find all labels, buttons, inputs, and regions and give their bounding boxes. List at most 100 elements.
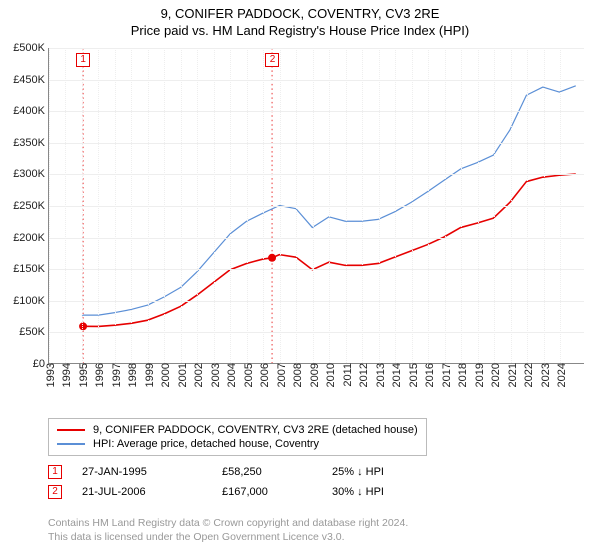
transactions-table: 1 27-JAN-1995 £58,250 25% ↓ HPI 2 21-JUL… [48, 462, 452, 502]
gridline-h [49, 174, 584, 175]
gridline-v [494, 48, 495, 363]
legend-label-property: 9, CONIFER PADDOCK, COVENTRY, CV3 2RE (d… [93, 424, 418, 436]
gridline-v [428, 48, 429, 363]
y-axis-label: £350K [13, 137, 49, 149]
gridline-v [164, 48, 165, 363]
gridline-v [82, 48, 83, 363]
gridline-v [115, 48, 116, 363]
x-axis-label: 2019 [470, 363, 486, 387]
footer-attribution: Contains HM Land Registry data © Crown c… [48, 516, 408, 544]
y-axis-label: £400K [13, 105, 49, 117]
x-axis-label: 2023 [536, 363, 552, 387]
x-axis-label: 2017 [437, 363, 453, 387]
transaction-row-2: 2 21-JUL-2006 £167,000 30% ↓ HPI [48, 482, 452, 502]
x-axis-label: 2006 [255, 363, 271, 387]
gridline-h [49, 238, 584, 239]
x-axis-label: 2024 [552, 363, 568, 387]
gridline-h [49, 301, 584, 302]
gridline-v [478, 48, 479, 363]
gridline-h [49, 111, 584, 112]
gridline-v [329, 48, 330, 363]
gridline-v [346, 48, 347, 363]
transaction-row-1: 1 27-JAN-1995 £58,250 25% ↓ HPI [48, 462, 452, 482]
x-axis-label: 1993 [41, 363, 57, 387]
x-axis-label: 2021 [503, 363, 519, 387]
x-axis-label: 2015 [404, 363, 420, 387]
gridline-v [395, 48, 396, 363]
x-axis-label: 2010 [321, 363, 337, 387]
gridline-v [296, 48, 297, 363]
gridline-v [263, 48, 264, 363]
y-axis-label: £100K [13, 295, 49, 307]
gridline-v [49, 48, 50, 363]
gridline-v [247, 48, 248, 363]
footer-line-1: Contains HM Land Registry data © Crown c… [48, 516, 408, 530]
x-axis-label: 2000 [156, 363, 172, 387]
x-axis-label: 2011 [338, 363, 354, 387]
gridline-v [197, 48, 198, 363]
gridline-h [49, 48, 584, 49]
x-axis-label: 2004 [222, 363, 238, 387]
vertical-marker-box-1: 1 [76, 53, 90, 67]
gridline-v [511, 48, 512, 363]
gridline-h [49, 143, 584, 144]
x-axis-label: 2012 [354, 363, 370, 387]
gridline-v [412, 48, 413, 363]
gridline-v [280, 48, 281, 363]
x-axis-label: 2007 [272, 363, 288, 387]
chart-title-address: 9, CONIFER PADDOCK, COVENTRY, CV3 2RE [0, 6, 600, 21]
y-axis-label: £500K [13, 42, 49, 54]
x-axis-label: 2003 [206, 363, 222, 387]
legend-swatch-property [57, 429, 85, 431]
x-axis-label: 2008 [288, 363, 304, 387]
gridline-h [49, 206, 584, 207]
transaction-marker-2: 2 [48, 485, 62, 499]
y-axis-label: £250K [13, 200, 49, 212]
gridline-v [131, 48, 132, 363]
x-axis-label: 1997 [107, 363, 123, 387]
x-axis-label: 2022 [519, 363, 535, 387]
gridline-v [65, 48, 66, 363]
chart-subtitle: Price paid vs. HM Land Registry's House … [0, 23, 600, 38]
chart-container: 9, CONIFER PADDOCK, COVENTRY, CV3 2RE Pr… [0, 0, 600, 560]
gridline-v [560, 48, 561, 363]
gridline-v [379, 48, 380, 363]
vertical-marker-box-2: 2 [265, 53, 279, 67]
x-axis-label: 1996 [90, 363, 106, 387]
legend-label-hpi: HPI: Average price, detached house, Cove… [93, 438, 319, 450]
gridline-v [148, 48, 149, 363]
x-axis-label: 2014 [387, 363, 403, 387]
chart-plot-area: £0£50K£100K£150K£200K£250K£300K£350K£400… [48, 48, 584, 364]
y-axis-label: £150K [13, 263, 49, 275]
transaction-date-2: 21-JUL-2006 [82, 486, 222, 498]
y-axis-label: £450K [13, 74, 49, 86]
transaction-delta-1: 25% ↓ HPI [332, 466, 452, 478]
x-axis-label: 2001 [173, 363, 189, 387]
transaction-price-1: £58,250 [222, 466, 332, 478]
gridline-v [230, 48, 231, 363]
gridline-h [49, 332, 584, 333]
gridline-v [214, 48, 215, 363]
x-axis-label: 2016 [420, 363, 436, 387]
transaction-date-1: 27-JAN-1995 [82, 466, 222, 478]
transaction-dot [268, 254, 276, 262]
y-axis-label: £200K [13, 232, 49, 244]
title-block: 9, CONIFER PADDOCK, COVENTRY, CV3 2RE Pr… [0, 0, 600, 38]
gridline-v [362, 48, 363, 363]
gridline-h [49, 80, 584, 81]
transaction-marker-1: 1 [48, 465, 62, 479]
x-axis-label: 1995 [74, 363, 90, 387]
legend-swatch-hpi [57, 443, 85, 445]
y-axis-label: £300K [13, 168, 49, 180]
y-axis-label: £50K [19, 326, 49, 338]
gridline-v [461, 48, 462, 363]
transaction-dot [79, 322, 87, 330]
legend-box: 9, CONIFER PADDOCK, COVENTRY, CV3 2RE (d… [48, 418, 427, 456]
gridline-v [445, 48, 446, 363]
x-axis-label: 1999 [140, 363, 156, 387]
gridline-v [98, 48, 99, 363]
gridline-v [544, 48, 545, 363]
footer-line-2: This data is licensed under the Open Gov… [48, 530, 408, 544]
x-axis-label: 2013 [371, 363, 387, 387]
gridline-v [527, 48, 528, 363]
